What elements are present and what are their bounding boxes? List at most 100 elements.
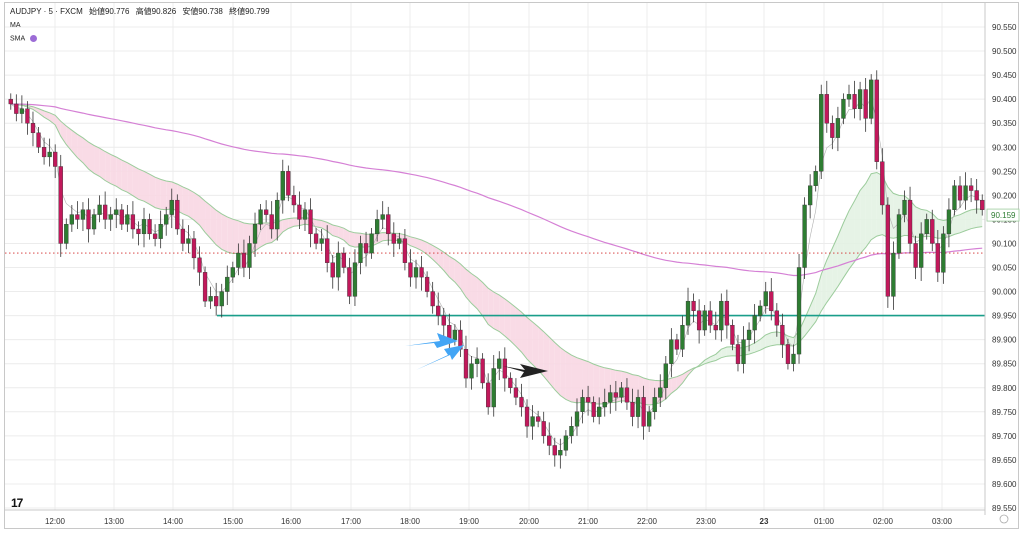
price-tick-label: 89.750 xyxy=(992,408,1017,417)
ribbon-segment xyxy=(205,201,211,239)
ribbon-segment xyxy=(477,277,483,316)
candle xyxy=(375,209,380,242)
candle xyxy=(752,304,757,344)
price-tick-label: 90.300 xyxy=(992,143,1017,152)
candle-body xyxy=(663,363,668,388)
ribbon-segment xyxy=(960,211,966,233)
candle-body xyxy=(53,151,58,167)
candle xyxy=(857,81,863,121)
candle xyxy=(585,385,591,416)
candle xyxy=(480,353,485,389)
candle xyxy=(652,387,657,420)
candle-body xyxy=(169,199,174,215)
time-axis[interactable]: 12:00 13:00 14:00 15:00 16:00 17:00 18:00 19:00… xyxy=(5,509,985,526)
ribbon-segment xyxy=(144,171,150,205)
candle-body xyxy=(824,94,829,124)
candle xyxy=(369,228,374,259)
ribbon-segment xyxy=(976,208,983,228)
candle-body xyxy=(424,276,430,292)
ribbon-segment xyxy=(454,259,461,289)
candle-body xyxy=(563,435,569,451)
time-tick-label: 14:00 xyxy=(163,517,184,526)
candle xyxy=(613,381,618,411)
price-tick-label: 89.700 xyxy=(992,432,1017,441)
candle-body xyxy=(819,94,824,172)
price-axis[interactable]: 90.550 90.500 90.450 90.400 90.350 90.300 90.2… xyxy=(984,3,1020,524)
candle xyxy=(802,197,807,280)
candle xyxy=(230,261,235,283)
candle-body xyxy=(147,219,152,235)
candle-body xyxy=(669,339,674,364)
candle xyxy=(436,292,441,326)
candle xyxy=(386,206,391,246)
candle-body xyxy=(835,118,841,138)
ribbon-segment xyxy=(66,126,72,152)
candle-body xyxy=(741,339,746,364)
candle xyxy=(974,178,979,214)
ribbon-segment xyxy=(188,189,194,221)
candle xyxy=(175,194,180,235)
settings-icon[interactable] xyxy=(29,35,37,42)
candle-body xyxy=(735,344,741,364)
ribbon-segment xyxy=(837,223,844,287)
candle-body xyxy=(730,325,735,345)
ribbon-segment xyxy=(338,226,344,241)
candle-body xyxy=(674,339,680,350)
candle-body xyxy=(869,79,874,119)
candle-body xyxy=(647,411,652,427)
candle-body xyxy=(769,291,774,311)
candle-body xyxy=(130,214,136,230)
candle xyxy=(319,229,324,252)
candle xyxy=(852,80,857,119)
candle xyxy=(180,219,186,252)
candle xyxy=(669,328,674,378)
candle xyxy=(535,410,541,428)
candle-body xyxy=(641,397,646,427)
candle-body xyxy=(891,252,896,297)
candles[interactable] xyxy=(8,70,985,469)
candle xyxy=(325,225,330,273)
ribbon-segment xyxy=(815,274,822,322)
ribbon-segment xyxy=(721,346,727,358)
ribbon-segment xyxy=(382,232,389,241)
candle-body xyxy=(352,262,358,297)
ribbon-segment xyxy=(915,206,922,238)
ribbon-segment xyxy=(843,210,849,278)
candle-body xyxy=(75,214,80,220)
candle xyxy=(8,93,13,110)
ribbon-segment xyxy=(638,375,644,405)
ma-indicator-label[interactable]: MA xyxy=(10,22,21,29)
ribbon-segment xyxy=(282,218,289,233)
candle-body xyxy=(275,199,280,230)
candle-body xyxy=(219,291,224,307)
candle xyxy=(86,198,91,243)
annotation-arrows xyxy=(405,333,548,378)
candle xyxy=(647,406,652,433)
candle-body xyxy=(202,272,208,302)
candle xyxy=(186,225,191,254)
candle xyxy=(713,311,718,340)
candle xyxy=(946,198,952,248)
candle xyxy=(941,226,946,284)
candle xyxy=(968,178,974,203)
candle xyxy=(541,411,546,444)
candle xyxy=(330,254,335,289)
candle xyxy=(424,271,430,298)
ribbon-segment xyxy=(771,331,777,346)
candle xyxy=(363,231,369,267)
candle xyxy=(486,373,491,415)
candle xyxy=(413,259,419,289)
candle-body xyxy=(585,397,591,403)
ribbon-segment xyxy=(127,162,133,196)
candle xyxy=(730,319,735,351)
candle xyxy=(202,266,208,307)
sma-label-text: SMA xyxy=(10,35,25,43)
candle-body xyxy=(108,214,113,220)
candle-body xyxy=(630,401,635,417)
candle-body xyxy=(263,209,269,215)
ribbon-segment xyxy=(182,186,189,217)
sma-indicator-label[interactable]: SMA xyxy=(10,35,37,42)
blue-arrow-2 xyxy=(416,345,464,370)
candle-body xyxy=(796,267,802,355)
